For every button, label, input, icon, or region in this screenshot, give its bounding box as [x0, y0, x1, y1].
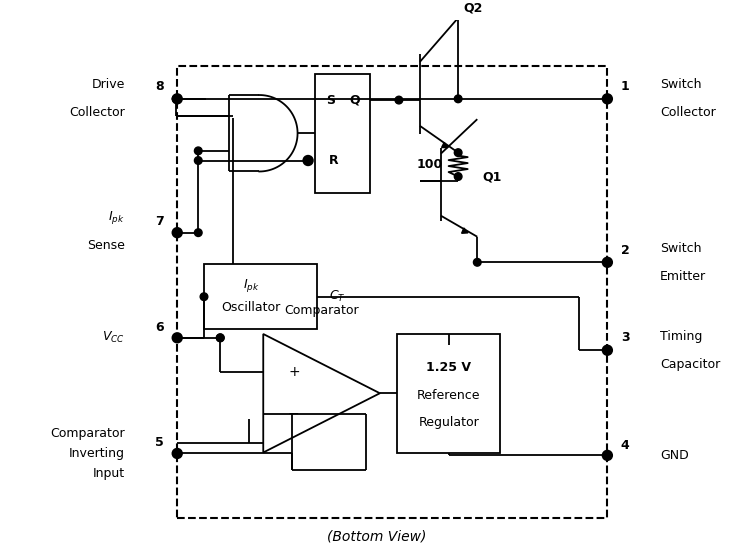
Text: Sense: Sense [87, 239, 124, 252]
Text: 1: 1 [621, 80, 630, 93]
Circle shape [173, 95, 180, 103]
Circle shape [602, 345, 612, 355]
Text: 7: 7 [155, 215, 164, 228]
Circle shape [173, 95, 180, 103]
Text: +: + [288, 365, 299, 379]
Text: Inverting: Inverting [69, 447, 124, 460]
Circle shape [216, 334, 224, 341]
Text: Q1: Q1 [482, 170, 501, 183]
Circle shape [602, 257, 612, 267]
Text: $I_{pk}$: $I_{pk}$ [243, 277, 259, 294]
Text: $C_T$: $C_T$ [329, 289, 346, 304]
Text: Switch: Switch [660, 242, 701, 254]
Text: Capacitor: Capacitor [660, 358, 720, 371]
Circle shape [195, 157, 202, 165]
Text: 3: 3 [621, 331, 630, 344]
Circle shape [474, 258, 481, 266]
Text: S: S [326, 94, 335, 107]
Text: Switch: Switch [660, 78, 701, 91]
Circle shape [173, 228, 182, 238]
Circle shape [173, 449, 182, 458]
Bar [177, 66, 608, 517]
Text: 2: 2 [621, 243, 630, 257]
Circle shape [602, 451, 612, 460]
Bar [397, 334, 501, 453]
Text: Regulator: Regulator [418, 416, 479, 429]
Circle shape [455, 149, 462, 156]
Text: Comparator: Comparator [284, 304, 359, 317]
Circle shape [173, 94, 182, 104]
Text: Q: Q [349, 94, 360, 107]
Text: Q2: Q2 [463, 2, 483, 15]
Text: 4: 4 [621, 439, 630, 451]
Circle shape [455, 173, 462, 180]
Text: Comparator: Comparator [50, 427, 124, 440]
Bar [204, 264, 317, 329]
Text: 1.25 V: 1.25 V [426, 360, 471, 374]
Circle shape [395, 96, 403, 104]
Text: Drive: Drive [91, 78, 124, 91]
Circle shape [455, 95, 462, 103]
Bar [314, 74, 370, 193]
Text: Collector: Collector [69, 107, 124, 119]
Text: 8: 8 [155, 80, 164, 93]
Text: Input: Input [93, 467, 124, 480]
Text: GND: GND [660, 449, 688, 462]
Circle shape [195, 229, 202, 237]
Polygon shape [442, 142, 448, 147]
Text: Emitter: Emitter [660, 270, 706, 283]
Text: Reference: Reference [417, 389, 480, 402]
Text: 100: 100 [417, 158, 443, 171]
Text: 5: 5 [155, 436, 164, 449]
Text: (Bottom View): (Bottom View) [327, 530, 427, 543]
Text: −: − [288, 407, 299, 421]
Text: R: R [329, 154, 339, 167]
Text: $I_{pk}$: $I_{pk}$ [108, 209, 124, 226]
Text: Oscillator: Oscillator [222, 301, 281, 314]
Polygon shape [461, 228, 468, 233]
Text: 6: 6 [155, 321, 164, 334]
Circle shape [602, 94, 612, 104]
Text: Timing: Timing [660, 330, 702, 343]
Circle shape [195, 147, 202, 155]
Circle shape [200, 293, 208, 301]
Circle shape [173, 333, 182, 343]
Circle shape [216, 334, 224, 341]
Circle shape [303, 156, 313, 165]
Text: Collector: Collector [660, 107, 716, 119]
Text: $V_{CC}$: $V_{CC}$ [102, 330, 124, 345]
